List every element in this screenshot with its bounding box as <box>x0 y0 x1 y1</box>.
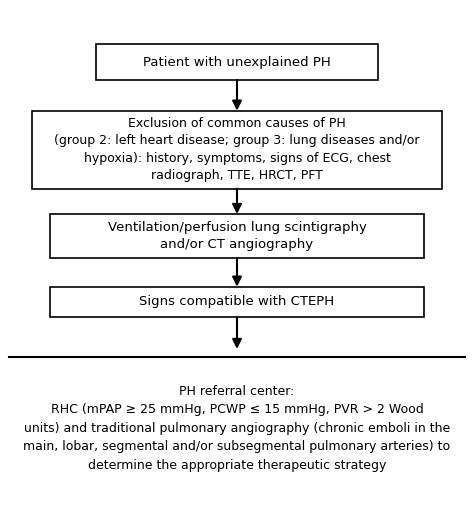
Bar <box>50 287 424 317</box>
Text: Patient with unexplained PH: Patient with unexplained PH <box>143 56 331 68</box>
Text: Ventilation/perfusion lung scintigraphy
and/or CT angiography: Ventilation/perfusion lung scintigraphy … <box>108 221 366 251</box>
Bar <box>32 111 442 189</box>
Text: Signs compatible with CTEPH: Signs compatible with CTEPH <box>139 296 335 308</box>
Bar <box>50 214 424 259</box>
Text: PH referral center:
RHC (mPAP ≥ 25 mmHg, PCWP ≤ 15 mmHg, PVR > 2 Wood
units) and: PH referral center: RHC (mPAP ≥ 25 mmHg,… <box>23 385 451 472</box>
Text: Exclusion of common causes of PH
(group 2: left heart disease; group 3: lung dis: Exclusion of common causes of PH (group … <box>54 117 420 182</box>
Bar <box>96 44 378 80</box>
